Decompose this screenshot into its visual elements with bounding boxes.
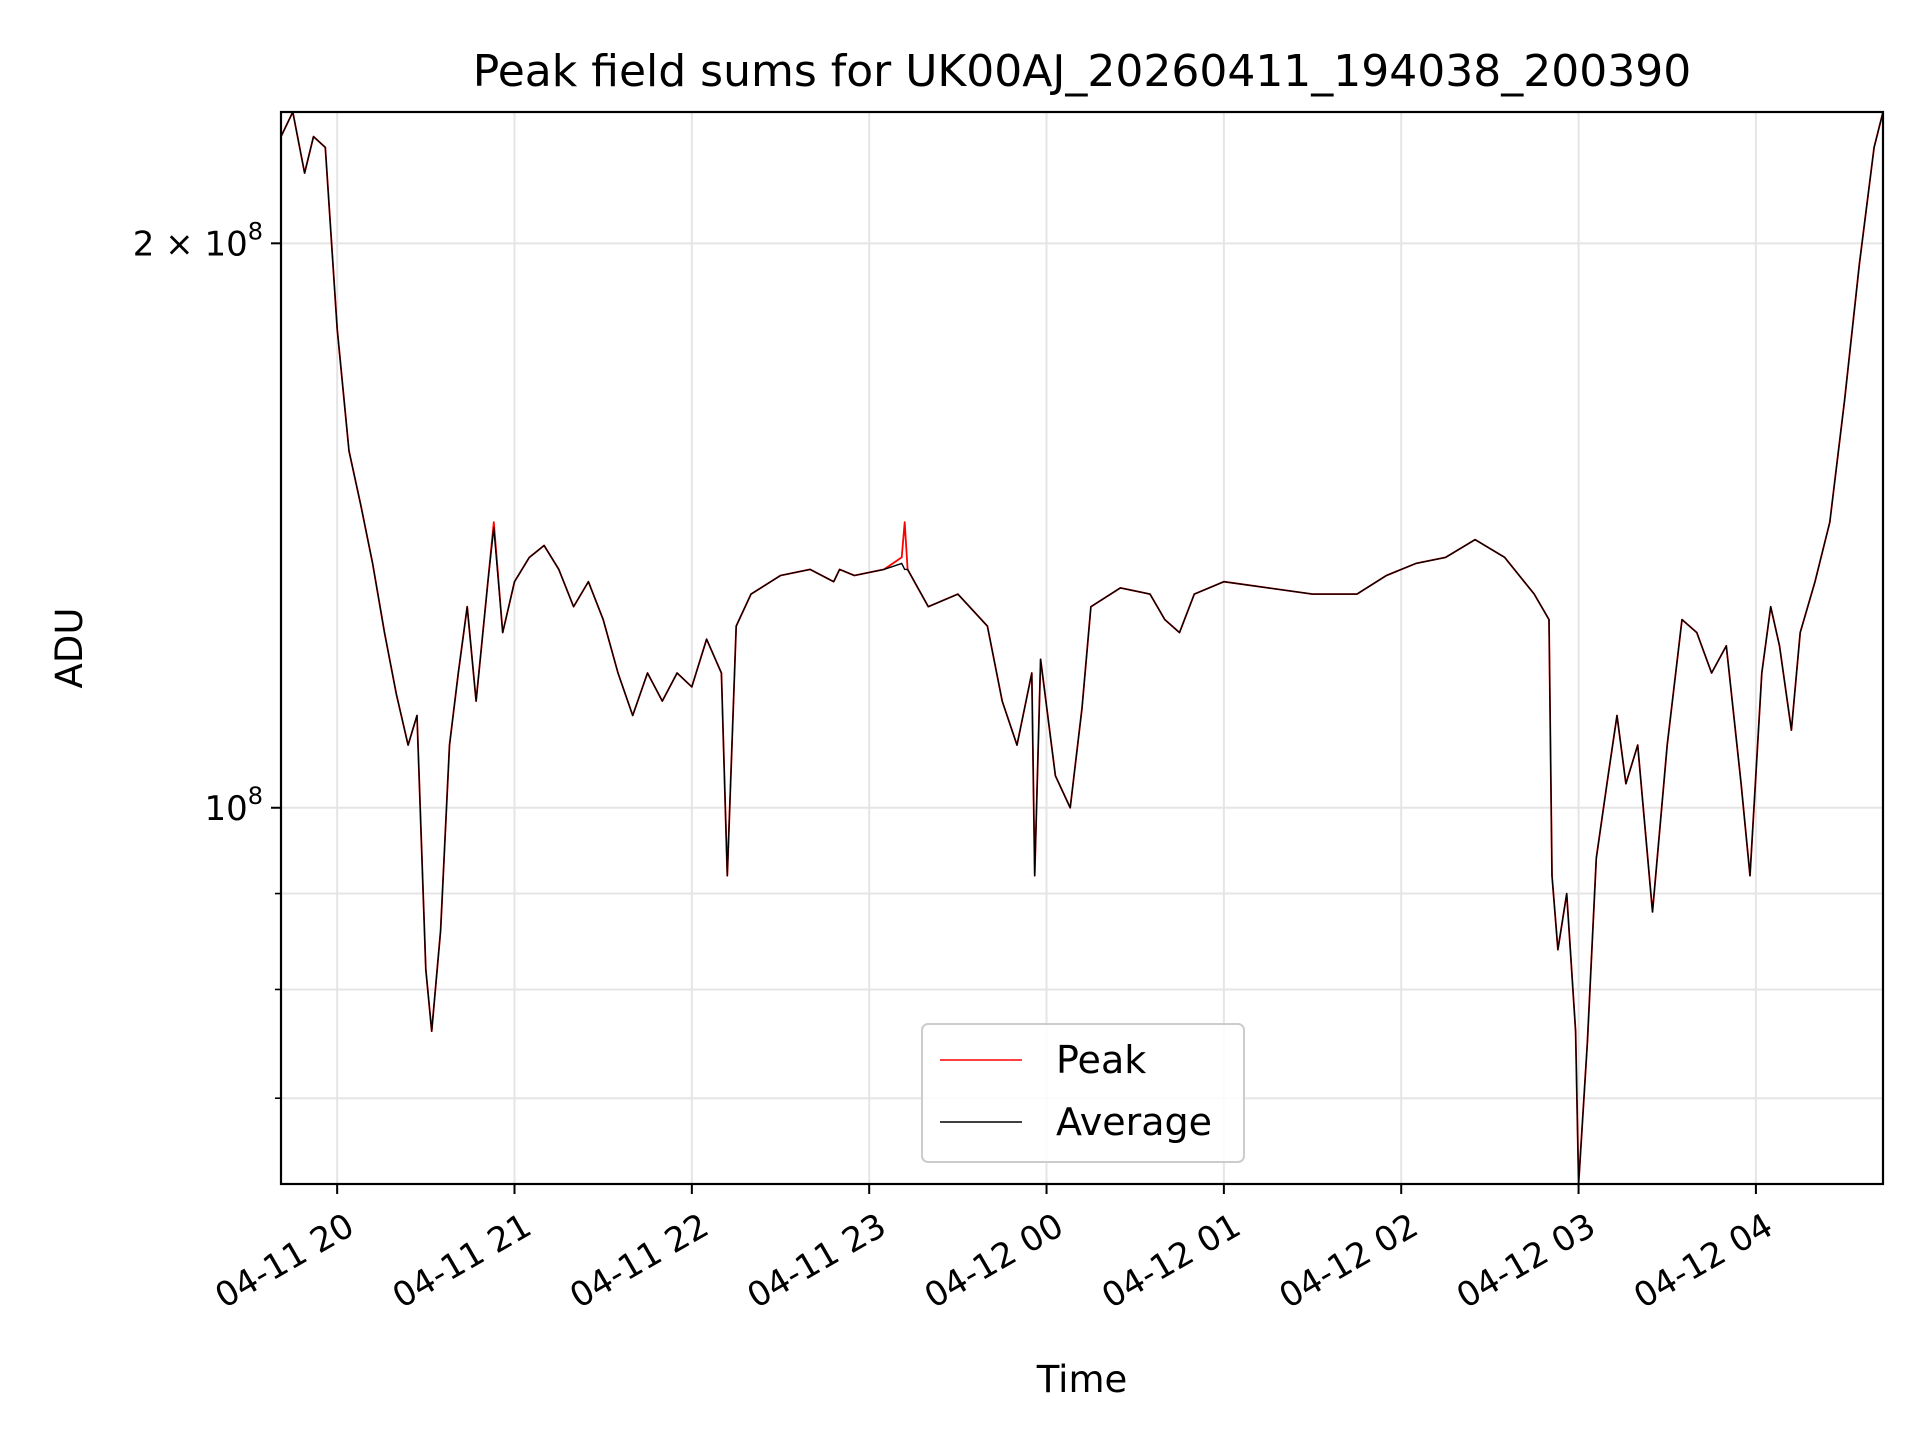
y-axis: 108 2 × 108: [133, 217, 281, 1100]
legend: Peak Average: [921, 1023, 1245, 1163]
y-tick-label: 2 × 108: [133, 217, 263, 264]
legend-frame: [921, 1023, 1245, 1163]
series-layer: [281, 112, 1883, 1184]
x-axis-label: Time: [1036, 1358, 1128, 1401]
series-line-average: [281, 112, 1883, 1184]
y-axis-label: ADU: [48, 608, 91, 689]
grid-lines: [281, 112, 1883, 1184]
legend-label-average: Average: [1056, 1100, 1212, 1144]
legend-label-peak: Peak: [1056, 1038, 1146, 1082]
plot-area-frame: [279, 110, 1885, 1186]
chart-title: Peak field sums for UK00AJ_20260411_1940…: [473, 46, 1691, 97]
y-tick-label: 108: [204, 782, 263, 829]
